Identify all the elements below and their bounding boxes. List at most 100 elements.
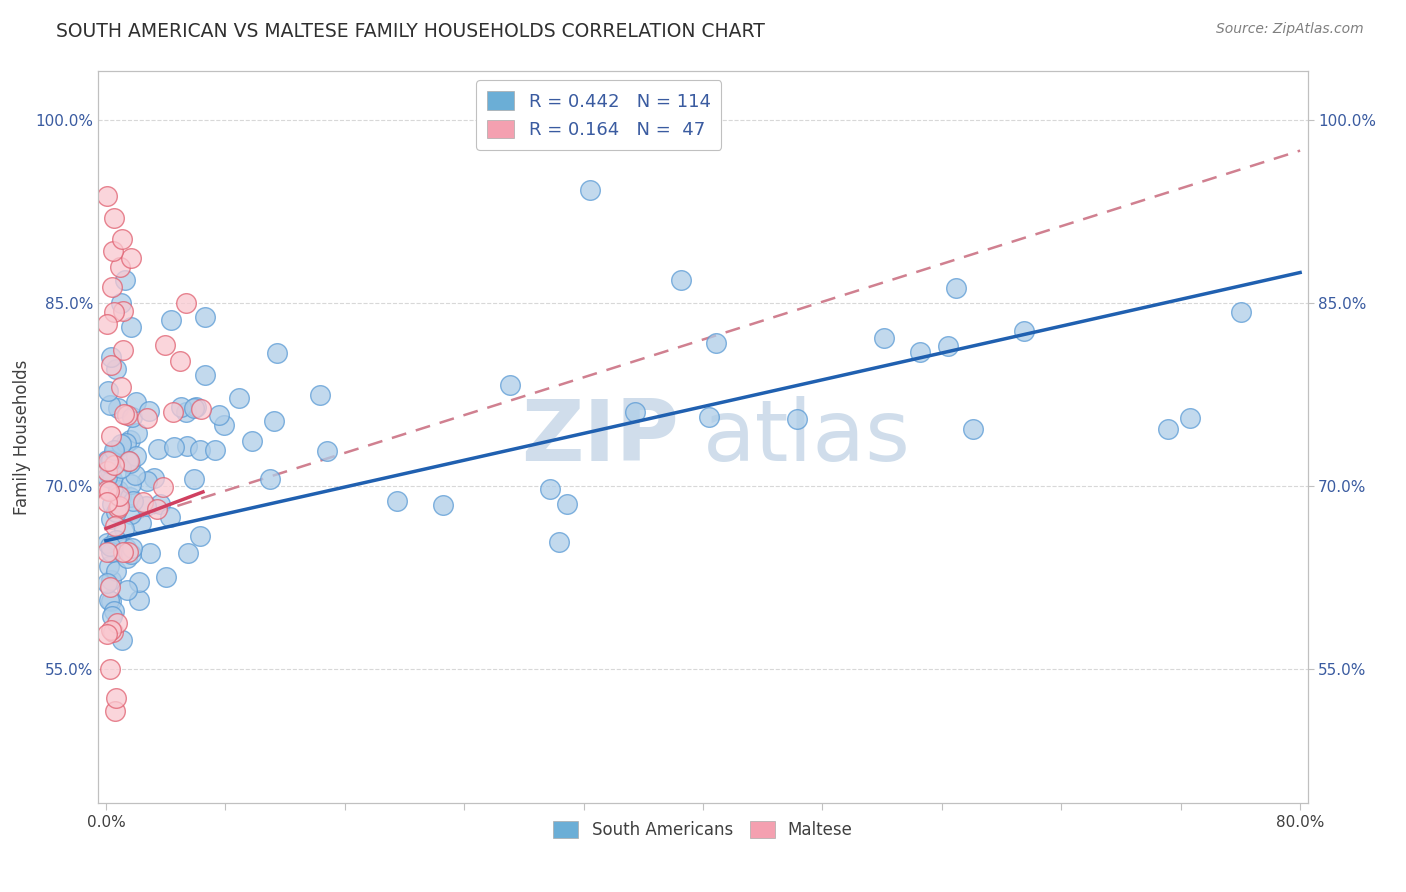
Point (104, 456, 127, 470)
Text: ZIP: ZIP (522, 395, 679, 479)
Point (100, 574, 122, 588)
Point (579, 183, 602, 197)
Point (183, 471, 205, 485)
Point (169, 354, 191, 368)
Point (115, 408, 138, 422)
Point (115, 583, 138, 598)
Point (98, 580, 121, 594)
Point (97, 384, 120, 399)
Point (115, 550, 138, 565)
Point (103, 458, 125, 472)
Point (104, 443, 127, 458)
Point (96, 494, 118, 508)
Point (669, 273, 692, 287)
Point (110, 380, 132, 394)
Point (115, 541, 138, 555)
Point (100, 429, 122, 443)
Point (266, 345, 288, 359)
Point (100, 398, 122, 412)
Point (98, 662, 121, 676)
Point (97, 592, 120, 607)
Point (117, 545, 139, 559)
Point (96, 464, 118, 478)
Point (146, 502, 169, 516)
Point (122, 494, 145, 508)
Point (104, 361, 127, 376)
Point (176, 439, 198, 453)
Text: Source: ZipAtlas.com: Source: ZipAtlas.com (1216, 22, 1364, 37)
Point (139, 546, 162, 560)
Point (124, 450, 146, 464)
Point (120, 319, 142, 334)
Point (100, 469, 122, 483)
Point (163, 440, 186, 454)
Point (98, 483, 121, 498)
Point (120, 507, 142, 521)
Point (153, 337, 176, 351)
Text: SOUTH AMERICAN VS MALTESE FAMILY HOUSEHOLDS CORRELATION CHART: SOUTH AMERICAN VS MALTESE FAMILY HOUSEHO… (56, 22, 765, 41)
Point (100, 351, 122, 365)
Point (100, 545, 122, 559)
Point (100, 453, 122, 467)
Point (1012, 324, 1035, 338)
Point (110, 461, 132, 475)
Point (105, 533, 128, 547)
Point (120, 456, 142, 470)
Point (120, 477, 142, 491)
Point (174, 405, 197, 419)
Point (242, 434, 264, 448)
Point (112, 522, 135, 536)
Point (624, 405, 647, 419)
Point (104, 505, 127, 519)
Point (873, 331, 896, 345)
Point (214, 417, 236, 432)
Point (120, 548, 142, 562)
Point (136, 475, 159, 489)
Point (499, 378, 522, 392)
Point (111, 633, 134, 648)
Point (188, 528, 211, 542)
Point (120, 433, 142, 447)
Point (120, 251, 142, 265)
Point (555, 497, 578, 511)
Point (98, 457, 121, 471)
Point (100, 593, 122, 607)
Point (107, 483, 129, 497)
Point (107, 500, 129, 515)
Point (110, 296, 132, 310)
Point (125, 425, 148, 440)
Point (228, 391, 250, 405)
Point (170, 401, 193, 415)
Point (385, 493, 408, 508)
Point (208, 408, 231, 422)
Point (432, 498, 454, 512)
Point (128, 593, 150, 607)
Point (190, 402, 212, 417)
Point (101, 609, 124, 624)
Text: atlas: atlas (703, 395, 911, 479)
Point (121, 410, 143, 425)
Point (96, 627, 118, 641)
Point (118, 491, 141, 505)
Point (100, 623, 122, 637)
Point (96, 483, 118, 498)
Point (101, 497, 124, 511)
Point (111, 545, 134, 559)
Point (194, 310, 217, 325)
Point (162, 405, 184, 419)
Point (104, 704, 127, 718)
Point (263, 414, 285, 428)
Point (786, 412, 808, 426)
Point (188, 442, 211, 457)
Point (174, 295, 197, 310)
Point (98, 559, 121, 574)
Point (96, 545, 118, 559)
Point (117, 454, 139, 468)
Point (103, 305, 125, 319)
Point (936, 339, 959, 353)
Point (138, 404, 160, 418)
Point (259, 472, 281, 486)
Point (103, 443, 125, 458)
Point (112, 343, 135, 357)
Point (1157, 422, 1180, 436)
